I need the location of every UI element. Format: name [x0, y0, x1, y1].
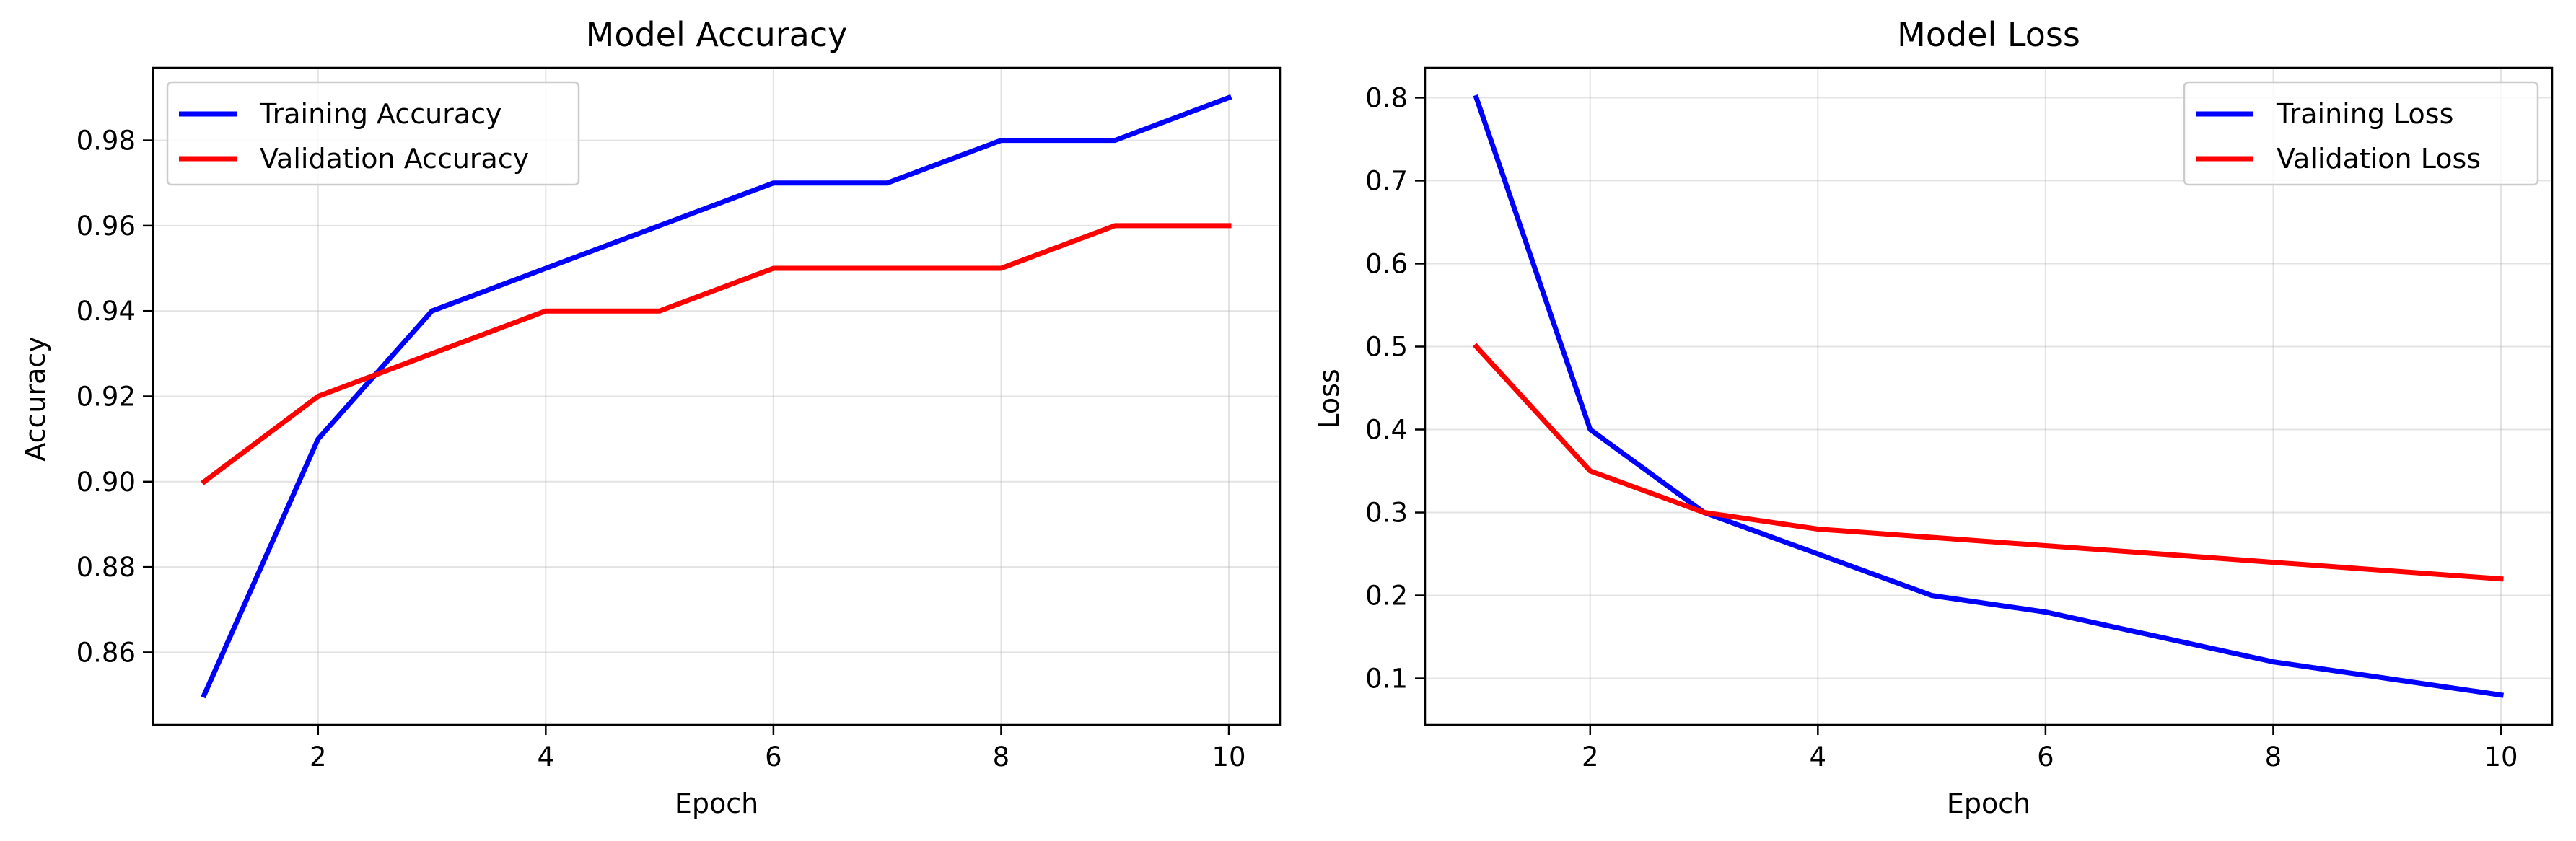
y-tick-label: 0.92: [76, 382, 136, 413]
x-tick-label: 8: [2265, 741, 2282, 772]
y-axis-label: Accuracy: [19, 336, 51, 462]
y-tick-label: 0.6: [1365, 248, 1408, 279]
y-tick-label: 0.7: [1365, 165, 1408, 196]
y-tick-label: 0.96: [76, 211, 136, 242]
x-axis-label: Epoch: [675, 788, 758, 819]
legend-box: [166, 81, 580, 186]
legend: Training Loss Validation Loss: [2183, 81, 2539, 186]
legend-label: Training Loss: [2276, 98, 2453, 130]
x-tick-label: 2: [1582, 741, 1599, 772]
x-tick-label: 8: [993, 741, 1010, 772]
series-line-validation: [201, 223, 1232, 485]
y-tick-label: 0.90: [76, 467, 136, 498]
y-tick-label: 0.86: [76, 637, 136, 668]
y-tick-label: 0.98: [76, 126, 136, 157]
accuracy-chart: Model Accuracy Epoch Accuracy 2 4 6 8 10 0.86…: [19, 15, 1282, 819]
y-axis-label: Loss: [1313, 369, 1345, 428]
legend-label: Validation Loss: [2277, 143, 2481, 175]
y-tick-label: 0.5: [1365, 331, 1408, 362]
series-line-training: [1473, 94, 2504, 698]
y-tick-label: 0.8: [1365, 82, 1408, 113]
legend-box: [2183, 81, 2539, 186]
legend-label: Training Accuracy: [259, 98, 502, 130]
loss-chart: Model Loss Epoch Loss 2 4 6 8 10 0.1 0.2 0.3 0.4…: [1313, 15, 2554, 819]
y-tick-label: 0.94: [76, 296, 136, 327]
x-tick-label: 4: [1810, 741, 1827, 772]
x-tick-label: 10: [2484, 741, 2518, 772]
x-axis-label: Epoch: [1947, 788, 2030, 819]
x-tick-label: 10: [1212, 741, 1245, 772]
x-tick-label: 6: [2037, 741, 2054, 772]
x-tick-label: 4: [538, 741, 555, 772]
legend-label: Validation Accuracy: [260, 143, 529, 175]
y-tick-label: 0.1: [1365, 664, 1408, 695]
y-tick-label: 0.3: [1365, 498, 1408, 529]
y-tick-label: 0.4: [1365, 415, 1408, 446]
chart-title: Model Loss: [1897, 15, 2080, 54]
plot-frame: [1424, 66, 2554, 726]
y-tick-label: 0.2: [1365, 581, 1408, 612]
series-line-validation: [1473, 343, 2504, 582]
x-tick-label: 6: [765, 741, 782, 772]
y-tick-label: 0.88: [76, 552, 136, 583]
x-tick-label: 2: [310, 741, 327, 772]
chart-title: Model Accuracy: [586, 15, 848, 54]
legend: Training Accuracy Validation Accuracy: [166, 81, 580, 186]
